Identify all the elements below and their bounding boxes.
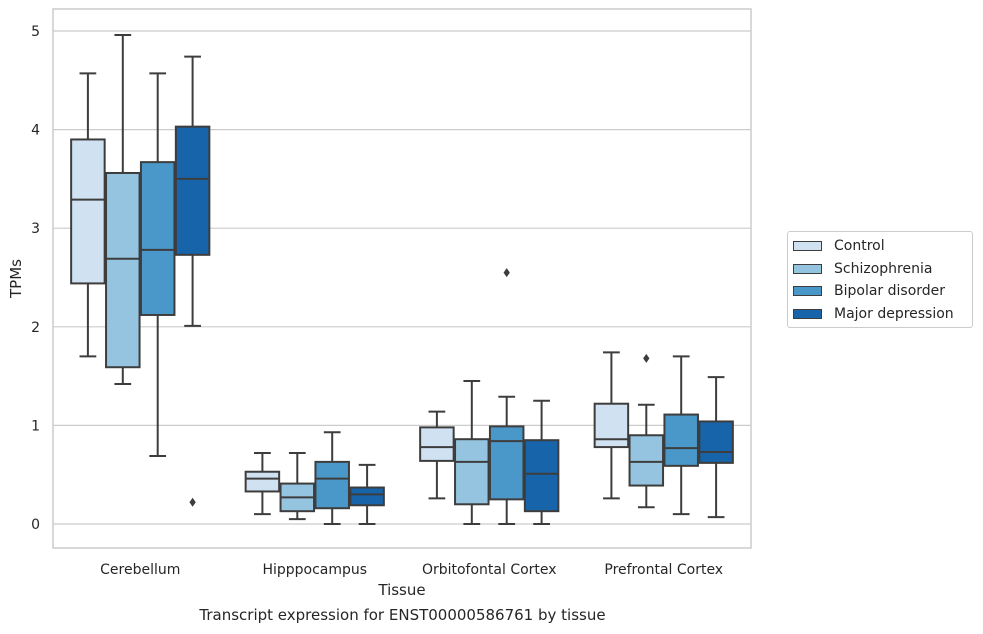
box-body xyxy=(314,460,350,510)
y-tick-label: 1 xyxy=(31,418,40,434)
x-axis-title: Tissue xyxy=(377,581,425,599)
legend-item: Major depression xyxy=(788,303,972,326)
box-body xyxy=(523,439,560,513)
box-3-0 xyxy=(593,351,630,500)
box-3-2 xyxy=(663,355,699,516)
x-tick-label: Orbitofontal Cortex xyxy=(422,562,557,578)
legend-label: Schizophrenia xyxy=(834,260,933,277)
legend-label: Control xyxy=(834,238,885,255)
legend-item: Bipolar disorder xyxy=(788,280,972,303)
y-axis-ticks: 0 1 2 3 4 5 xyxy=(31,24,40,533)
box-body xyxy=(698,420,734,464)
box-body xyxy=(593,402,630,449)
y-tick-label: 5 xyxy=(31,24,40,40)
box-plot-boxes xyxy=(70,33,734,525)
box-body xyxy=(139,161,176,316)
box-1-0 xyxy=(244,452,281,516)
legend-swatch xyxy=(793,263,822,274)
y-tick-label: 3 xyxy=(31,221,40,237)
x-tick-label: Cerebellum xyxy=(100,562,180,578)
box-body xyxy=(105,171,141,369)
y-tick-label: 0 xyxy=(31,517,40,533)
box-0-3 xyxy=(174,55,211,507)
box-0-0 xyxy=(70,72,106,358)
box-1-1 xyxy=(279,452,316,521)
box-3-3 xyxy=(698,376,734,519)
legend-label: Bipolar disorder xyxy=(834,283,946,300)
box-2-1 xyxy=(454,380,490,525)
box-0-1 xyxy=(105,33,141,385)
y-tick-label: 4 xyxy=(31,123,40,139)
legend-swatch xyxy=(793,286,822,297)
legend-swatch xyxy=(793,241,822,252)
box-2-0 xyxy=(419,410,455,500)
box-body xyxy=(454,438,490,506)
box-0-2 xyxy=(139,72,176,457)
x-tick-label: Prefrontal Cortex xyxy=(604,562,723,578)
box-1-3 xyxy=(349,463,385,525)
box-body xyxy=(663,413,699,467)
box-1-2 xyxy=(314,431,350,525)
legend-swatch xyxy=(793,308,822,319)
chart-caption: Transcript expression for ENST0000058676… xyxy=(199,606,606,624)
plot-frame xyxy=(52,8,752,549)
outlier-point xyxy=(643,353,650,363)
outlier-point xyxy=(189,497,196,507)
x-tick-label: Hipppocampus xyxy=(262,562,367,578)
legend-item: Control xyxy=(788,235,972,258)
box-body xyxy=(70,138,106,285)
box-body xyxy=(419,426,455,462)
box-2-3 xyxy=(523,399,560,525)
box-body xyxy=(349,486,385,507)
legend: Control Schizophrenia Bipolar disorder Majo… xyxy=(787,231,973,328)
box-2-2 xyxy=(488,268,525,525)
y-tick-label: 2 xyxy=(31,320,40,336)
legend-item: Schizophrenia xyxy=(788,258,972,281)
box-body xyxy=(174,125,211,256)
box-body xyxy=(628,434,665,487)
box-3-1 xyxy=(628,353,665,509)
x-axis-ticks: Cerebellum Hipppocampus Orbitofontal Corte… xyxy=(100,562,723,578)
y-axis-title: TPMs xyxy=(7,259,25,299)
box-body xyxy=(244,470,281,493)
outlier-point xyxy=(503,268,510,278)
legend-label: Major depression xyxy=(834,305,954,322)
box-body xyxy=(488,425,525,501)
